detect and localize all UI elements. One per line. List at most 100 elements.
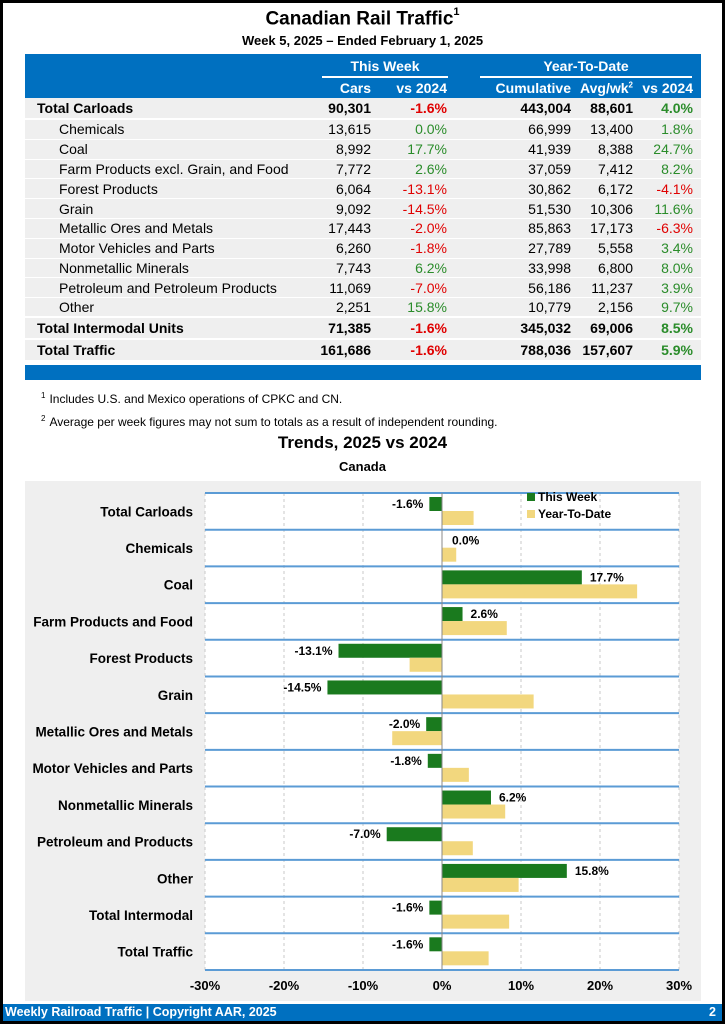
cumulative-value: 41,939 (528, 141, 571, 158)
week-change: 2.6% (415, 160, 447, 177)
data-label-this-week: 0.0% (452, 534, 480, 548)
legend-swatch-ytd (527, 510, 535, 518)
category-label: Coal (164, 578, 193, 593)
table-header: This Week Year-To-Date Cars vs 2024 Cumu… (25, 54, 701, 98)
ytd-change: 1.8% (661, 121, 693, 138)
ytd-change: 3.9% (661, 279, 693, 296)
data-label-this-week: -13.1% (294, 644, 332, 658)
table-footer-bar (25, 364, 701, 380)
table-row: Nonmetallic Minerals 7,743 6.2% 33,998 6,800… (25, 258, 701, 279)
table-row: Other 2,251 15.8% 10,779 2,156 9.7% (25, 298, 701, 318)
row-label: Total Intermodal Units (37, 319, 184, 336)
bar-this-week (442, 570, 582, 585)
bar-this-week (442, 863, 567, 878)
ytd-change: 3.4% (661, 240, 693, 257)
bar-ytd (442, 584, 638, 599)
table-row: Motor Vehicles and Parts 6,260 -1.8% 27,789… (25, 238, 701, 259)
cumulative-value: 10,779 (528, 299, 571, 316)
ytd-change: 9.7% (661, 299, 693, 316)
cars-value: 17,443 (328, 220, 371, 237)
cars-value: 7,743 (335, 259, 371, 276)
cumulative-value: 56,186 (528, 279, 571, 296)
cumulative-value: 443,004 (520, 100, 571, 116)
col-header-ytd-vs: vs 2024 (642, 80, 693, 96)
row-label: Total Carloads (37, 100, 134, 116)
bar-this-week (429, 497, 442, 511)
bar-ytd (409, 657, 442, 672)
bar-ytd (442, 877, 519, 892)
footnote-1: 1 Includes U.S. and Mexico operations of … (41, 391, 343, 406)
week-change: -7.0% (410, 279, 447, 296)
ytd-change: 8.0% (661, 259, 693, 276)
data-label-this-week: -7.0% (349, 827, 381, 841)
ytd-change: 8.2% (661, 160, 693, 177)
page-title: Canadian Rail Traffic1 (265, 6, 460, 30)
category-label: Total Intermodal (89, 908, 193, 923)
bar-ytd (442, 914, 510, 929)
category-label: Total Carloads (100, 504, 193, 519)
row-label: Other (59, 299, 95, 316)
data-label-this-week: -2.0% (389, 717, 421, 731)
data-label-this-week: -1.6% (392, 901, 424, 915)
traffic-table: This Week Year-To-Date Cars vs 2024 Cumu… (25, 54, 701, 380)
cars-value: 2,251 (335, 299, 371, 316)
page-subtitle: Week 5, 2025 – Ended February 1, 2025 (241, 33, 484, 48)
col-header-week-vs: vs 2024 (396, 80, 447, 96)
x-tick-label: 30% (666, 978, 692, 993)
week-change: 6.2% (415, 259, 447, 276)
col-header-cumulative: Cumulative (495, 80, 571, 96)
week-change: -14.5% (402, 200, 447, 217)
table-row: Total Carloads 90,301 -1.6% 443,004 88,601 4.… (25, 98, 701, 120)
category-label: Grain (158, 688, 193, 703)
cumulative-value: 51,530 (528, 200, 571, 217)
category-label: Other (157, 871, 194, 886)
bar-ytd (442, 804, 506, 819)
avg-week-value: 88,601 (590, 100, 633, 116)
data-label-this-week: -14.5% (283, 680, 321, 694)
cars-value: 71,385 (328, 319, 371, 336)
data-label-this-week: 2.6% (471, 607, 499, 621)
week-change: -1.6% (410, 341, 447, 358)
row-label: Coal (59, 141, 88, 158)
footer-copyright: Weekly Railroad Traffic | Copyright AAR,… (5, 1005, 277, 1019)
bar-this-week (429, 937, 442, 952)
week-change: -1.8% (410, 240, 447, 257)
category-label: Chemicals (125, 541, 193, 556)
cumulative-value: 33,998 (528, 259, 571, 276)
row-label: Motor Vehicles and Parts (59, 240, 215, 257)
data-label-this-week: -1.6% (392, 937, 424, 951)
bar-this-week (386, 827, 442, 842)
bar-this-week (429, 900, 442, 915)
category-label: Total Traffic (117, 945, 193, 960)
col-header-cars: Cars (339, 80, 371, 96)
col-header-avg-wk: Avg/wk2 (580, 80, 633, 96)
row-label: Farm Products excl. Grain, and Food (59, 160, 289, 177)
bar-this-week (442, 790, 491, 805)
table-row: Chemicals 13,615 0.0% 66,999 13,400 1.8% (25, 120, 701, 140)
week-change: 15.8% (407, 299, 447, 316)
week-change: -1.6% (410, 100, 447, 116)
cumulative-value: 788,036 (520, 341, 571, 358)
bar-ytd (442, 694, 534, 709)
table-row: Metallic Ores and Metals 17,443 -2.0% 85,86… (25, 218, 701, 239)
group-header-ytd: Year-To-Date (480, 58, 692, 78)
cumulative-value: 345,032 (520, 319, 571, 336)
cars-value: 9,092 (335, 200, 371, 217)
ytd-change: -4.1% (656, 180, 693, 197)
category-label: Motor Vehicles and Parts (32, 761, 193, 776)
category-label: Farm Products and Food (33, 614, 193, 629)
bar-ytd (392, 731, 442, 746)
cumulative-value: 30,862 (528, 180, 571, 197)
trends-chart: -30% -20% -10% 0% 10% 20% 30% Total Carloads -1.… (25, 481, 701, 1001)
row-label: Forest Products (59, 180, 158, 197)
bar-ytd (442, 511, 474, 525)
cars-value: 7,772 (335, 160, 371, 177)
bar-ytd (442, 621, 507, 636)
avg-week-value: 8,388 (597, 141, 633, 158)
row-label: Grain (59, 200, 94, 217)
cumulative-value: 85,863 (528, 220, 571, 237)
legend-swatch-this-week (527, 493, 535, 501)
week-change: -13.1% (402, 180, 447, 197)
x-tick-label: -30% (190, 978, 221, 993)
bar-this-week (338, 643, 442, 658)
